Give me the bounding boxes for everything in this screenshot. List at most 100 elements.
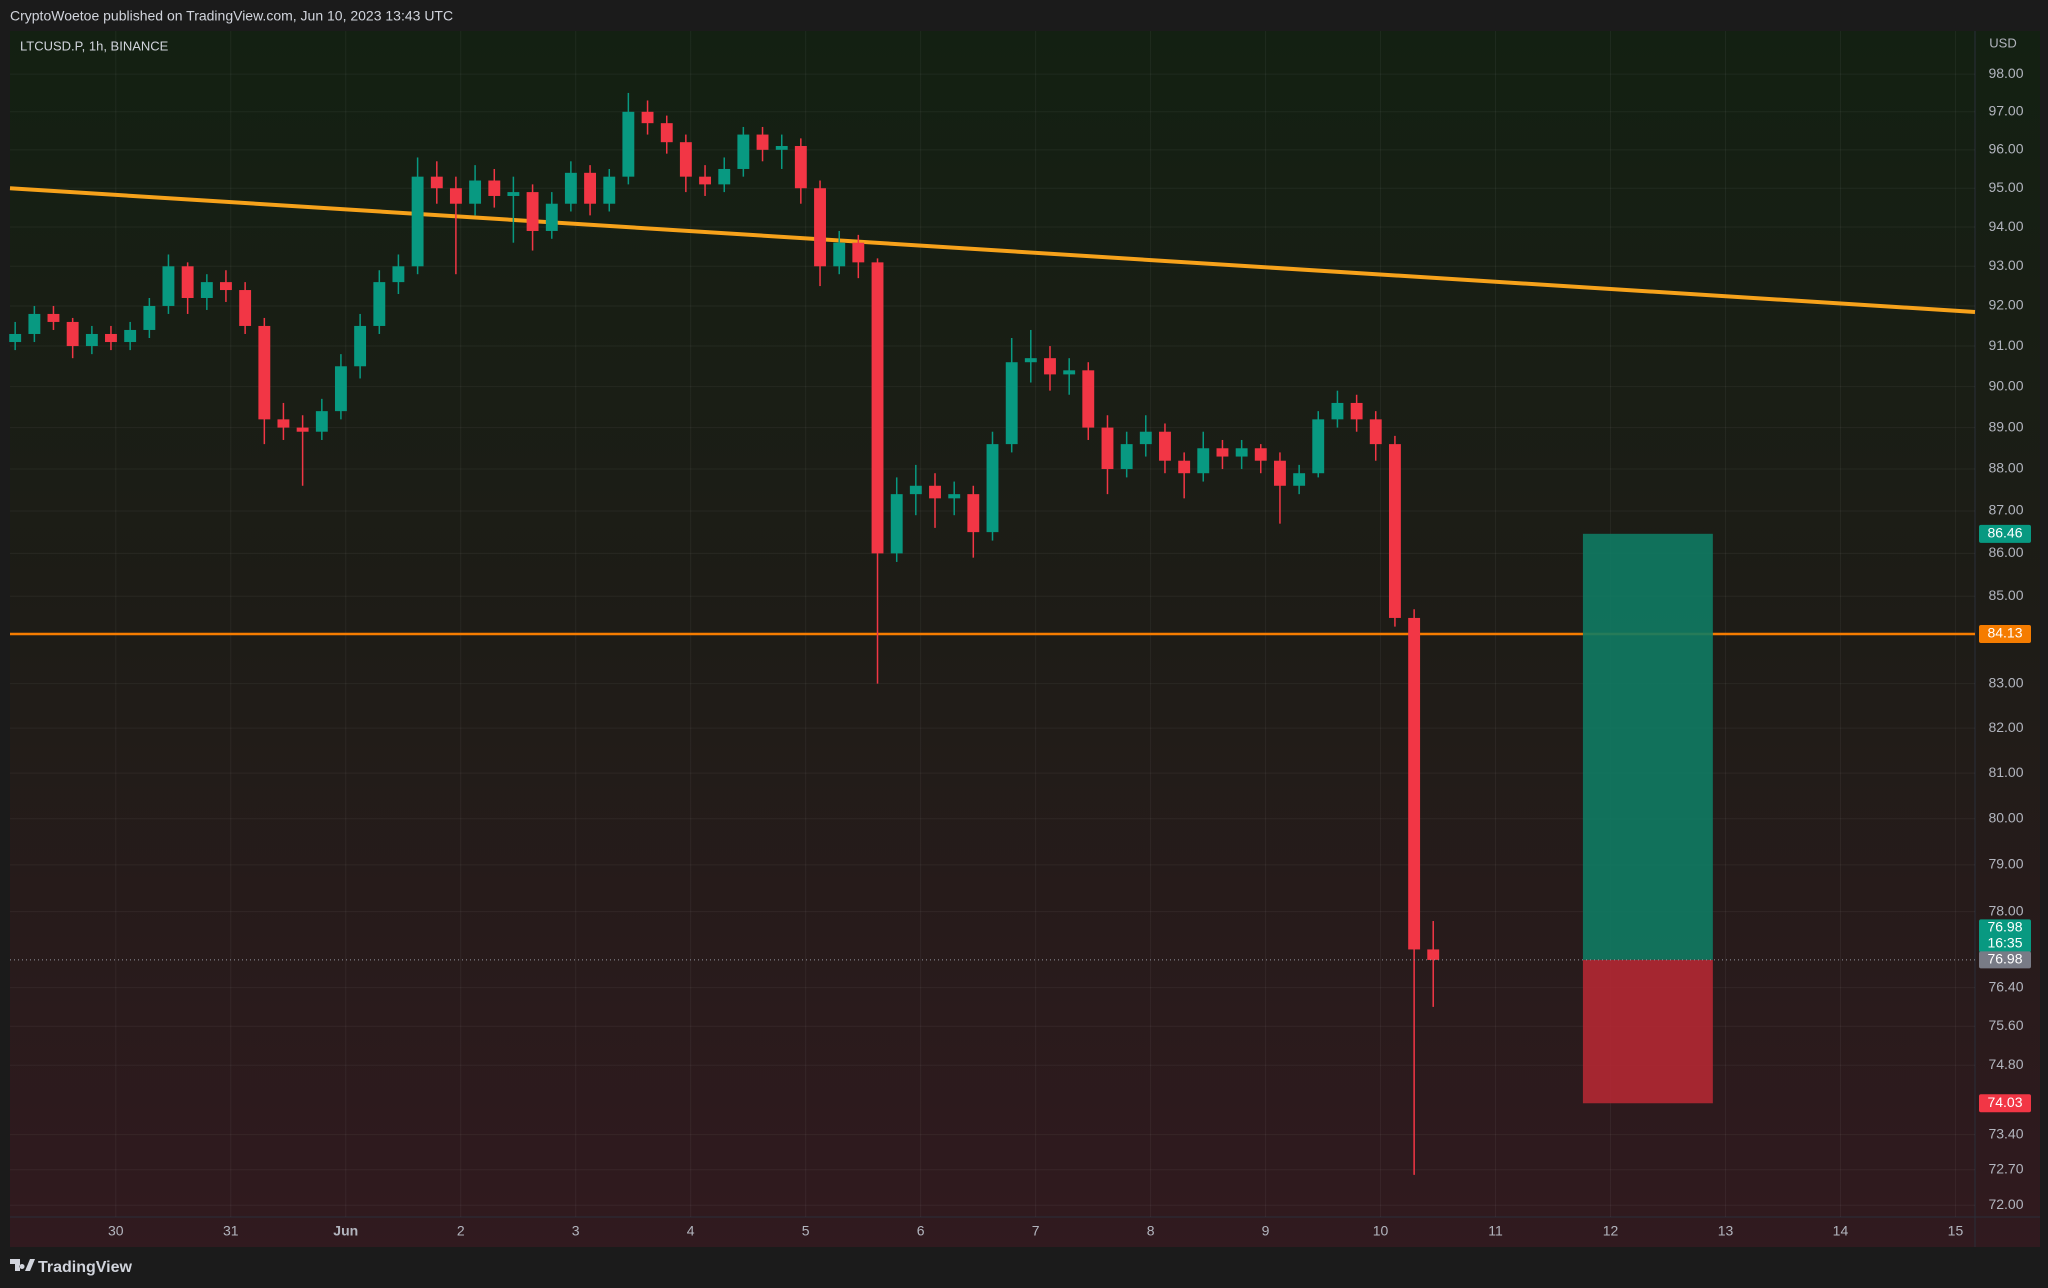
y-tick-label: 72.00 <box>1988 1196 2023 1212</box>
y-tick-label: 87.00 <box>1988 502 2023 518</box>
candle-body <box>564 172 577 204</box>
candle-body <box>1331 402 1344 420</box>
x-tick-label: 9 <box>1262 1223 1270 1239</box>
candle-body <box>1024 358 1037 363</box>
candle-body <box>105 333 117 343</box>
y-tick-label: 96.00 <box>1988 141 2023 157</box>
x-tick-label: 6 <box>917 1223 925 1239</box>
candle-body <box>1178 460 1191 474</box>
candle-body <box>162 266 175 306</box>
candle-body <box>334 366 347 412</box>
candle-body <box>641 111 654 124</box>
candle-body <box>66 321 79 347</box>
y-unit-label: USD <box>1989 35 2016 50</box>
entry-label: 76.98 <box>1987 951 2022 967</box>
candle-body <box>660 123 673 143</box>
candle-body <box>1293 473 1306 486</box>
candle-body <box>794 145 807 189</box>
candle-body <box>373 282 386 326</box>
candle-body <box>1350 402 1363 420</box>
candle-body <box>239 290 252 326</box>
candle-body <box>28 313 41 334</box>
y-tick-label: 79.00 <box>1988 856 2023 872</box>
y-tick-label: 85.00 <box>1988 587 2023 603</box>
candle-body <box>1063 370 1076 375</box>
candle-body <box>545 203 558 231</box>
stop-label-box <box>1979 1094 2031 1113</box>
candle-body <box>1159 431 1171 461</box>
y-tick-label: 93.00 <box>1988 257 2023 273</box>
y-tick-label: 95.00 <box>1988 179 2023 195</box>
y-tick-label: 86.00 <box>1988 544 2023 560</box>
candle-body <box>1235 448 1248 457</box>
candle-body <box>1139 431 1152 445</box>
x-tick-label: 7 <box>1032 1223 1040 1239</box>
plot-background <box>10 31 2040 1247</box>
publisher-header: CryptoWoetoe published on TradingView.co… <box>10 8 453 24</box>
y-tick-label: 74.80 <box>1988 1056 2023 1072</box>
candle-body <box>814 188 826 267</box>
candle-body <box>967 494 980 533</box>
symbol-title: LTCUSD.P, 1h, BINANCE <box>20 38 169 53</box>
candle-body <box>181 266 194 298</box>
y-tick-label: 75.60 <box>1988 1017 2023 1033</box>
footer-brand: TradingView <box>38 1259 133 1276</box>
candle-body <box>392 266 405 283</box>
y-tick-label: 98.00 <box>1988 65 2023 81</box>
x-tick-label: 8 <box>1147 1223 1155 1239</box>
x-tick-label: 3 <box>572 1223 580 1239</box>
tradingview-logo <box>10 1259 35 1271</box>
profit-zone <box>1582 533 1713 960</box>
candle-body <box>1254 448 1267 461</box>
candle-body <box>890 494 903 554</box>
y-tick-label: 90.00 <box>1988 377 2023 393</box>
candle-body <box>1120 444 1133 470</box>
candle-body <box>1197 448 1210 474</box>
candle-body <box>948 494 961 499</box>
candle-body <box>909 485 922 495</box>
target-label-box <box>1979 524 2031 543</box>
candle-body <box>1369 419 1382 445</box>
candle-body <box>622 111 635 177</box>
candle-body <box>258 325 271 420</box>
candle-body <box>929 485 941 499</box>
candle-body <box>354 325 367 367</box>
y-tick-label: 91.00 <box>1988 337 2023 353</box>
stop-label: 74.03 <box>1987 1094 2022 1110</box>
y-tick-label: 82.00 <box>1988 719 2023 735</box>
candle-body <box>411 176 424 267</box>
level-label: 84.13 <box>1987 625 2022 641</box>
candle-body <box>718 168 731 185</box>
target-label: 86.46 <box>1987 525 2022 541</box>
candle-body <box>1082 370 1095 428</box>
candle-body <box>679 142 692 177</box>
candle-body <box>1312 419 1325 474</box>
x-tick-label: 12 <box>1603 1223 1619 1239</box>
entry-label-box <box>1979 951 2031 969</box>
x-tick-label: 15 <box>1948 1223 1964 1239</box>
y-tick-label: 92.00 <box>1988 297 2023 313</box>
candle-body <box>469 180 482 204</box>
candle-body <box>737 134 750 169</box>
y-tick-label: 89.00 <box>1988 418 2023 434</box>
x-tick-label: Jun <box>333 1223 358 1239</box>
candle-body <box>124 329 137 343</box>
candle-body <box>85 333 98 347</box>
y-tick-label: 88.00 <box>1988 460 2023 476</box>
x-tick-label: 30 <box>108 1223 124 1239</box>
x-tick-label: 13 <box>1718 1223 1734 1239</box>
candle-body <box>200 282 213 298</box>
candle-body <box>449 188 462 204</box>
y-tick-label: 83.00 <box>1988 674 2023 690</box>
candle-body <box>603 176 616 204</box>
candle-body <box>584 172 597 204</box>
candle-body <box>986 444 999 533</box>
candle-body <box>296 427 309 432</box>
y-tick-label: 73.40 <box>1988 1125 2023 1141</box>
candle-body <box>756 134 769 150</box>
candle-body <box>1408 617 1421 950</box>
candle-body <box>488 180 501 196</box>
candle-body <box>1274 460 1286 486</box>
y-tick-label: 78.00 <box>1988 902 2023 918</box>
